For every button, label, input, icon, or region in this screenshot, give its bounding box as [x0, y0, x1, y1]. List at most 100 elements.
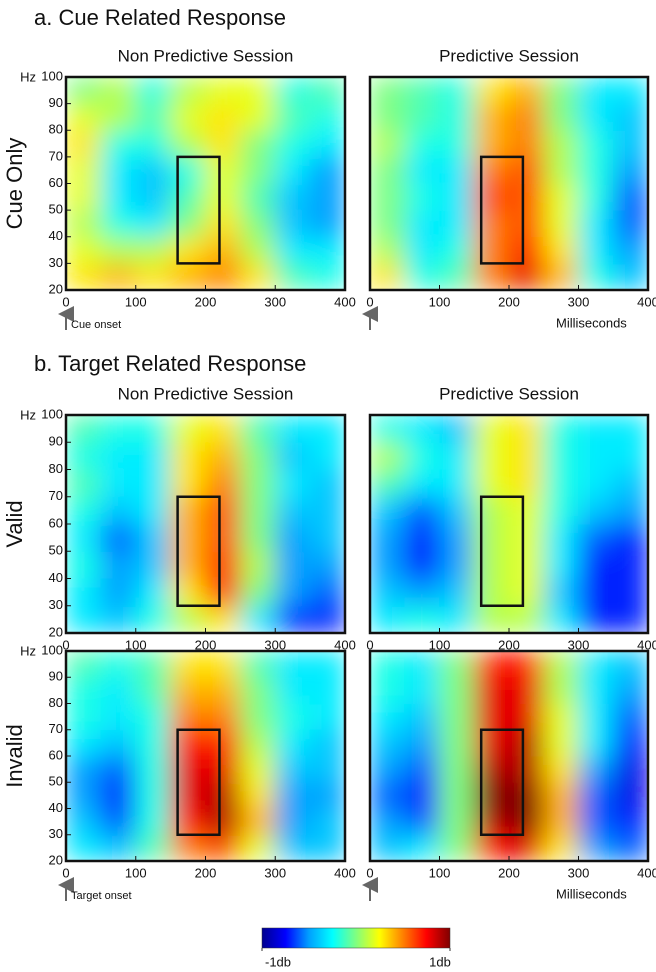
heat-cell: [473, 183, 510, 211]
heat-cell: [508, 496, 545, 525]
heat-cell: [135, 523, 172, 552]
heat-cell: [309, 781, 345, 809]
x-tick-label: 300: [568, 865, 590, 880]
heat-cell: [508, 415, 545, 443]
heat-cell: [439, 103, 475, 131]
heat-cell: [404, 415, 440, 443]
heat-cell: [309, 236, 345, 264]
heat-cell: [239, 605, 276, 633]
heat-cell: [473, 755, 510, 783]
heat-cell: [508, 77, 545, 105]
heat-cell: [274, 103, 311, 131]
heat-cell: [439, 578, 475, 607]
heat-cell: [135, 651, 172, 678]
heat-cell: [135, 441, 172, 470]
y-tick-label: 60: [49, 747, 63, 762]
heat-cell: [543, 808, 579, 836]
heat-cell: [543, 578, 579, 607]
row-label: Valid: [2, 500, 27, 547]
heat-cell: [135, 578, 172, 607]
x-tick-label: 200: [195, 865, 217, 880]
heat-cell: [543, 77, 579, 105]
heat-cell: [370, 729, 406, 757]
heat-cell: [439, 781, 475, 809]
heat-cell: [135, 469, 172, 498]
y-unit: Hz: [20, 69, 36, 84]
heat-cell: [612, 703, 648, 731]
heat-cell: [473, 236, 510, 264]
y-tick-label: 50: [49, 202, 63, 217]
heat-cell: [66, 755, 102, 783]
heat-cell: [473, 209, 510, 238]
heat-cell: [404, 103, 440, 131]
y-tick-label: 40: [49, 228, 63, 243]
heat-cell: [274, 781, 311, 809]
heat-cell: [612, 236, 648, 264]
heat-cell: [508, 441, 545, 470]
y-tick-label: 20: [49, 281, 63, 296]
row-label: Invalid: [2, 724, 27, 788]
y-tick-label: 20: [49, 852, 63, 867]
heat-cell: [578, 129, 614, 158]
heat-cell: [309, 469, 345, 498]
heat-cell: [473, 262, 510, 290]
heat-cell: [370, 578, 406, 607]
heat-cell: [66, 77, 102, 105]
heat-cell: [473, 578, 510, 607]
heat-cell: [135, 834, 172, 861]
y-tick-label: 60: [49, 175, 63, 190]
x-tick-label: 300: [264, 294, 286, 309]
heat-cell: [309, 550, 345, 579]
heat-cell: [439, 183, 475, 211]
heat-cell: [370, 156, 406, 184]
heat-cell: [135, 676, 172, 704]
colorbar-label: -1db: [265, 954, 291, 969]
heat-cell: [439, 496, 475, 525]
heat-cell: [170, 262, 206, 290]
heat-cell: [473, 703, 510, 731]
heat-cell: [543, 103, 579, 131]
heat-cell: [100, 103, 137, 131]
heat-cell: [439, 605, 475, 633]
heat-cell: [543, 183, 579, 211]
heat-cell: [66, 209, 102, 238]
heat-cell: [274, 129, 311, 158]
analysis-window: [479, 495, 525, 607]
heat-cell: [370, 103, 406, 131]
heat-cell: [66, 578, 102, 607]
heat-cell: [239, 523, 276, 552]
heat-cell: [170, 578, 206, 607]
section-heading: b. Target Related Response: [34, 351, 306, 376]
heat-cell: [170, 236, 206, 264]
y-tick-label: 30: [49, 255, 63, 270]
y-tick-label: 50: [49, 774, 63, 789]
heat-cell: [473, 156, 510, 184]
analysis-window: [176, 728, 221, 836]
heat-cell: [404, 469, 440, 498]
heat-cell: [508, 729, 545, 757]
heat-cell: [543, 262, 579, 290]
heat-cell: [578, 676, 614, 704]
x-tick-label: 400: [334, 637, 356, 652]
heat-cell: [309, 605, 345, 633]
heat-cell: [508, 605, 545, 633]
heat-cell: [100, 808, 137, 836]
heat-cell: [508, 469, 545, 498]
y-tick-label: 80: [49, 461, 63, 476]
heat-cell: [508, 236, 545, 264]
heat-cell: [135, 209, 172, 238]
heat-cell: [100, 441, 137, 470]
heat-cell: [170, 605, 206, 633]
heatmap: [66, 77, 345, 290]
heat-cell: [508, 755, 545, 783]
heat-cell: [612, 77, 648, 105]
heat-cell: [612, 550, 648, 579]
heat-cell: [274, 77, 311, 105]
heat-cell: [473, 729, 510, 757]
column-title: Non Predictive Session: [118, 384, 294, 403]
heat-cell: [239, 729, 276, 757]
x-tick-label: 400: [334, 865, 356, 880]
heat-cell: [370, 523, 406, 552]
heat-cell: [508, 262, 545, 290]
heat-cell: [274, 156, 311, 184]
